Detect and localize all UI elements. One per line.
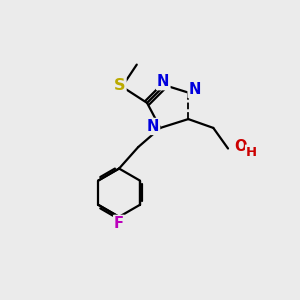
Text: N: N <box>147 119 159 134</box>
Text: S: S <box>114 78 125 93</box>
Text: N: N <box>189 82 201 97</box>
Text: H: H <box>246 146 257 159</box>
Text: F: F <box>114 216 124 231</box>
Text: O: O <box>234 139 247 154</box>
Text: N: N <box>157 74 170 89</box>
